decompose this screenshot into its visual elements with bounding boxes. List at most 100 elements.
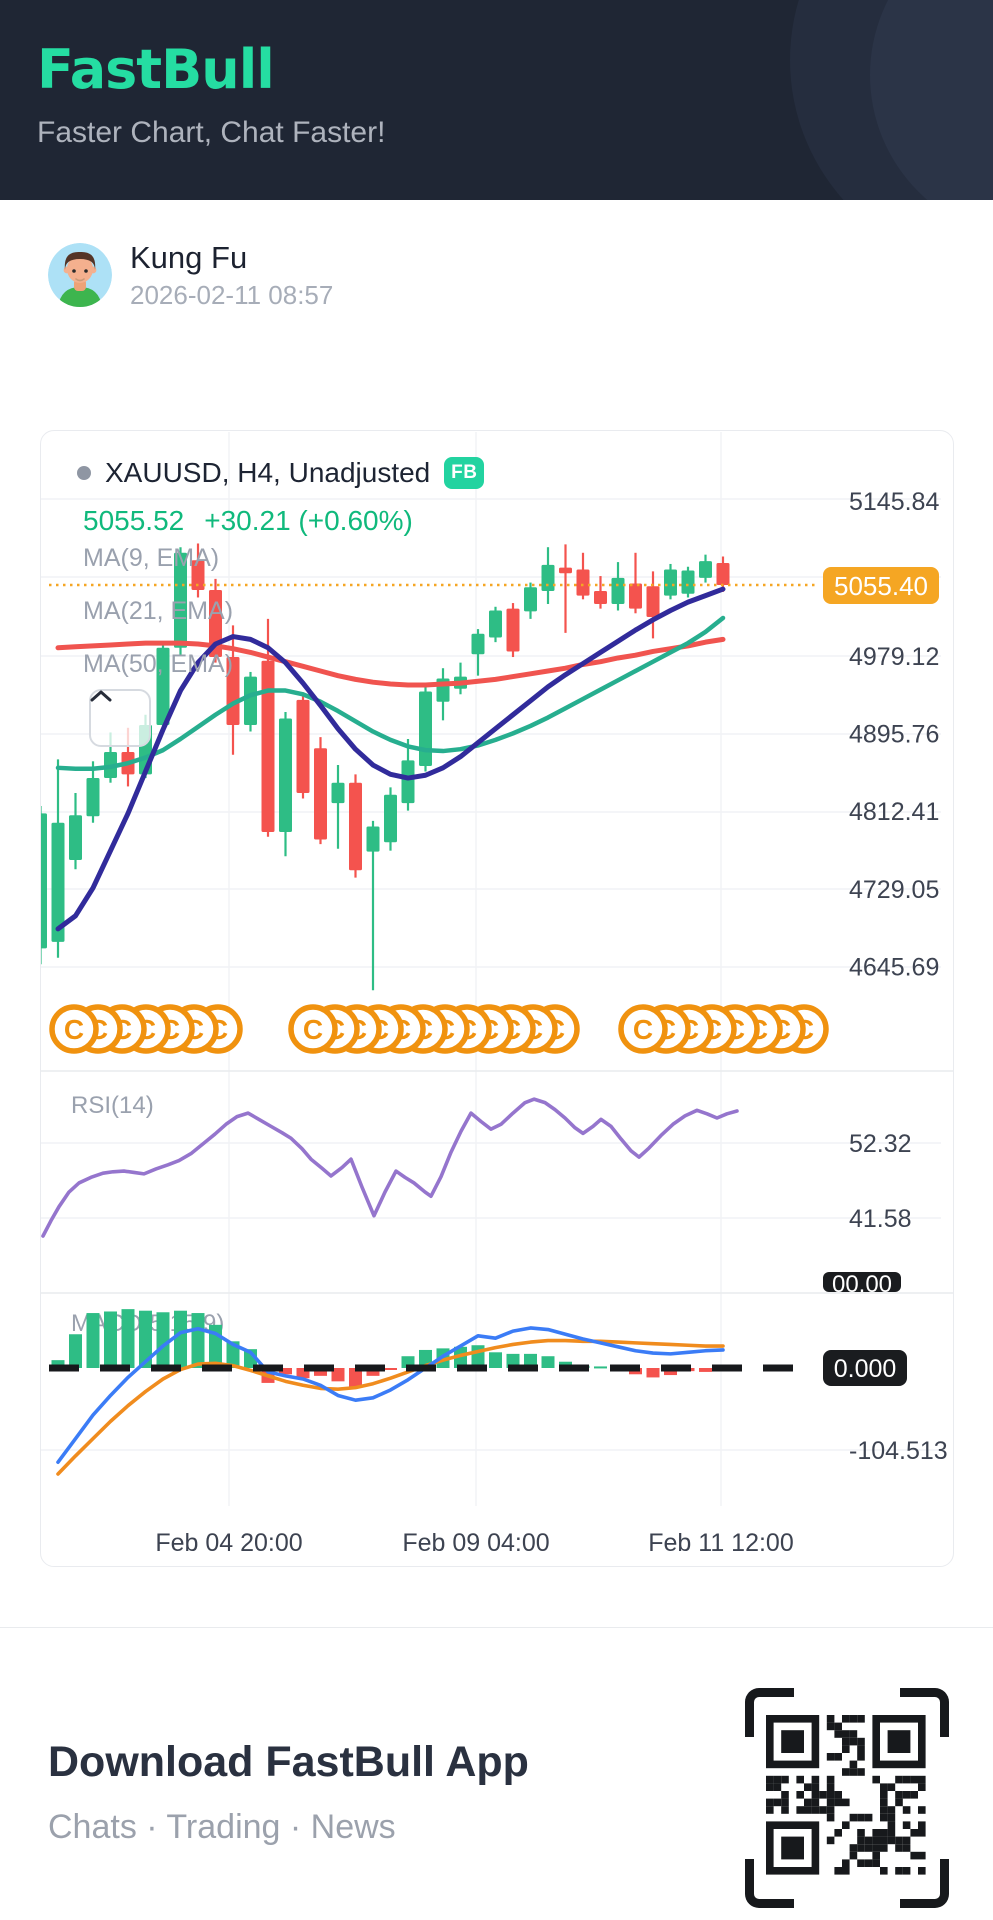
macd-bar [506, 1353, 520, 1368]
macd-bar [174, 1310, 187, 1368]
macd-bar [104, 1311, 117, 1368]
avatar [48, 243, 112, 308]
price-change: +30.21 (+0.60%) [204, 505, 413, 536]
macd-bar [541, 1356, 555, 1368]
macd-bar [121, 1309, 135, 1368]
ma-label: MA(21, EMA) [83, 597, 233, 625]
rsi-label: RSI(14) [71, 1092, 154, 1119]
macd-bar [366, 1368, 380, 1376]
candle [611, 577, 625, 604]
candle [629, 583, 642, 609]
macd-bar [156, 1312, 170, 1368]
macd-bar [349, 1368, 362, 1388]
macd-bar [139, 1310, 152, 1368]
candle [314, 748, 327, 840]
svg-text:5055.40: 5055.40 [834, 571, 928, 601]
candle [489, 610, 502, 638]
gridlines [41, 432, 941, 1506]
chart-title: XAUUSD, H4, Unadjusted [105, 457, 431, 488]
candle [646, 586, 660, 618]
macd-bar [314, 1368, 327, 1376]
candle [664, 569, 677, 596]
ma-label: MA(50, EMA) [83, 650, 233, 678]
candle [261, 660, 275, 833]
candle [349, 782, 362, 871]
fb-badge: FB [444, 457, 485, 489]
macd-bar [191, 1313, 205, 1368]
header-tagline: Faster Chart, Chat Faster! [37, 116, 386, 149]
candle [41, 813, 47, 949]
user-name: Kung Fu [130, 240, 248, 275]
candle [366, 826, 380, 852]
candle [69, 815, 82, 860]
macd-bar [524, 1353, 537, 1368]
y-axis-tick: 4979.12 [849, 643, 939, 671]
candle [174, 552, 187, 648]
avatar-illustration [48, 243, 112, 308]
candle [401, 760, 415, 804]
macd-bar [646, 1368, 660, 1378]
svg-text:C: C [633, 1014, 653, 1045]
rsi-clipped-badge: 00.00 [823, 1271, 901, 1298]
y-axis-tick: 4645.69 [849, 953, 939, 981]
qr-code [745, 1688, 949, 1908]
candle [559, 567, 572, 574]
x-axis-tick: Feb 09 04:00 [402, 1529, 549, 1557]
y-axis-tick: 4729.05 [849, 876, 939, 904]
rsi-axis-tick: 52.32 [849, 1130, 912, 1158]
macd-bar [664, 1368, 677, 1376]
candle [594, 590, 607, 604]
candle [51, 822, 65, 942]
qr-pattern [766, 1715, 926, 1875]
candle [296, 699, 310, 793]
post-timestamp: 2026-02-11 08:57 [130, 279, 334, 310]
chart-title-row: XAUUSD, H4, Unadjusted FB [77, 457, 485, 489]
svg-text:00.00: 00.00 [832, 1271, 892, 1298]
footer-divider [0, 1627, 993, 1628]
candle [191, 560, 205, 591]
candle [699, 561, 712, 578]
news-coin-icon [618, 1004, 668, 1054]
macd-bar [296, 1368, 310, 1379]
macd-bar [489, 1352, 502, 1368]
macd-bar [86, 1313, 100, 1368]
price-chart[interactable]: MA(9, EMA)MA(21, EMA)MA(50, EMA)CCCCCCCC… [40, 430, 954, 1567]
chart-card: MA(9, EMA)MA(21, EMA)MA(50, EMA)CCCCCCCC… [40, 430, 954, 1567]
macd-bar [401, 1356, 415, 1368]
price-row: 5055.52 +30.21 (+0.60%) [83, 505, 413, 537]
svg-text:C: C [64, 1014, 84, 1045]
candles-layer [41, 543, 730, 991]
ma50-line [55, 636, 726, 688]
macd-bar [279, 1368, 292, 1375]
ma21-line [55, 615, 726, 771]
features-subtitle: Chats · Trading · News [48, 1808, 396, 1846]
macd-bar [699, 1368, 712, 1372]
collapse-chart-button[interactable] [89, 689, 151, 747]
current-price-badge: 5055.40 [823, 566, 939, 604]
svg-text:0.000: 0.000 [834, 1355, 897, 1383]
macd-zero-badge: 0.000 [823, 1350, 907, 1386]
user-row: Kung Fu 2026-02-11 08:57 [48, 240, 333, 311]
macd-bar [331, 1368, 345, 1382]
chevron-up-icon [90, 690, 112, 702]
ma9-line [55, 586, 726, 932]
y-axis-tick: 4895.76 [849, 721, 939, 749]
x-axis-tick: Feb 04 20:00 [155, 1529, 302, 1557]
rsi-line [41, 1097, 739, 1238]
candle [86, 778, 100, 817]
y-axis-tick: 4812.41 [849, 798, 939, 826]
macd-signal-line [56, 1338, 725, 1476]
macd-axis-tick: -104.513 [849, 1437, 948, 1465]
rsi-axis-tick: 41.58 [849, 1205, 912, 1233]
y-axis-tick: 5145.84 [849, 488, 939, 516]
macd-bar [384, 1368, 397, 1370]
qr-bracket-icon [745, 1688, 794, 1737]
ma-label: MA(9, EMA) [83, 544, 219, 572]
candle [524, 587, 537, 612]
fastbull-logo: FastBull [37, 38, 275, 101]
candle [419, 691, 432, 766]
macd-bar [454, 1346, 467, 1368]
qr-bracket-icon [745, 1859, 794, 1908]
macd-bar [226, 1341, 240, 1368]
